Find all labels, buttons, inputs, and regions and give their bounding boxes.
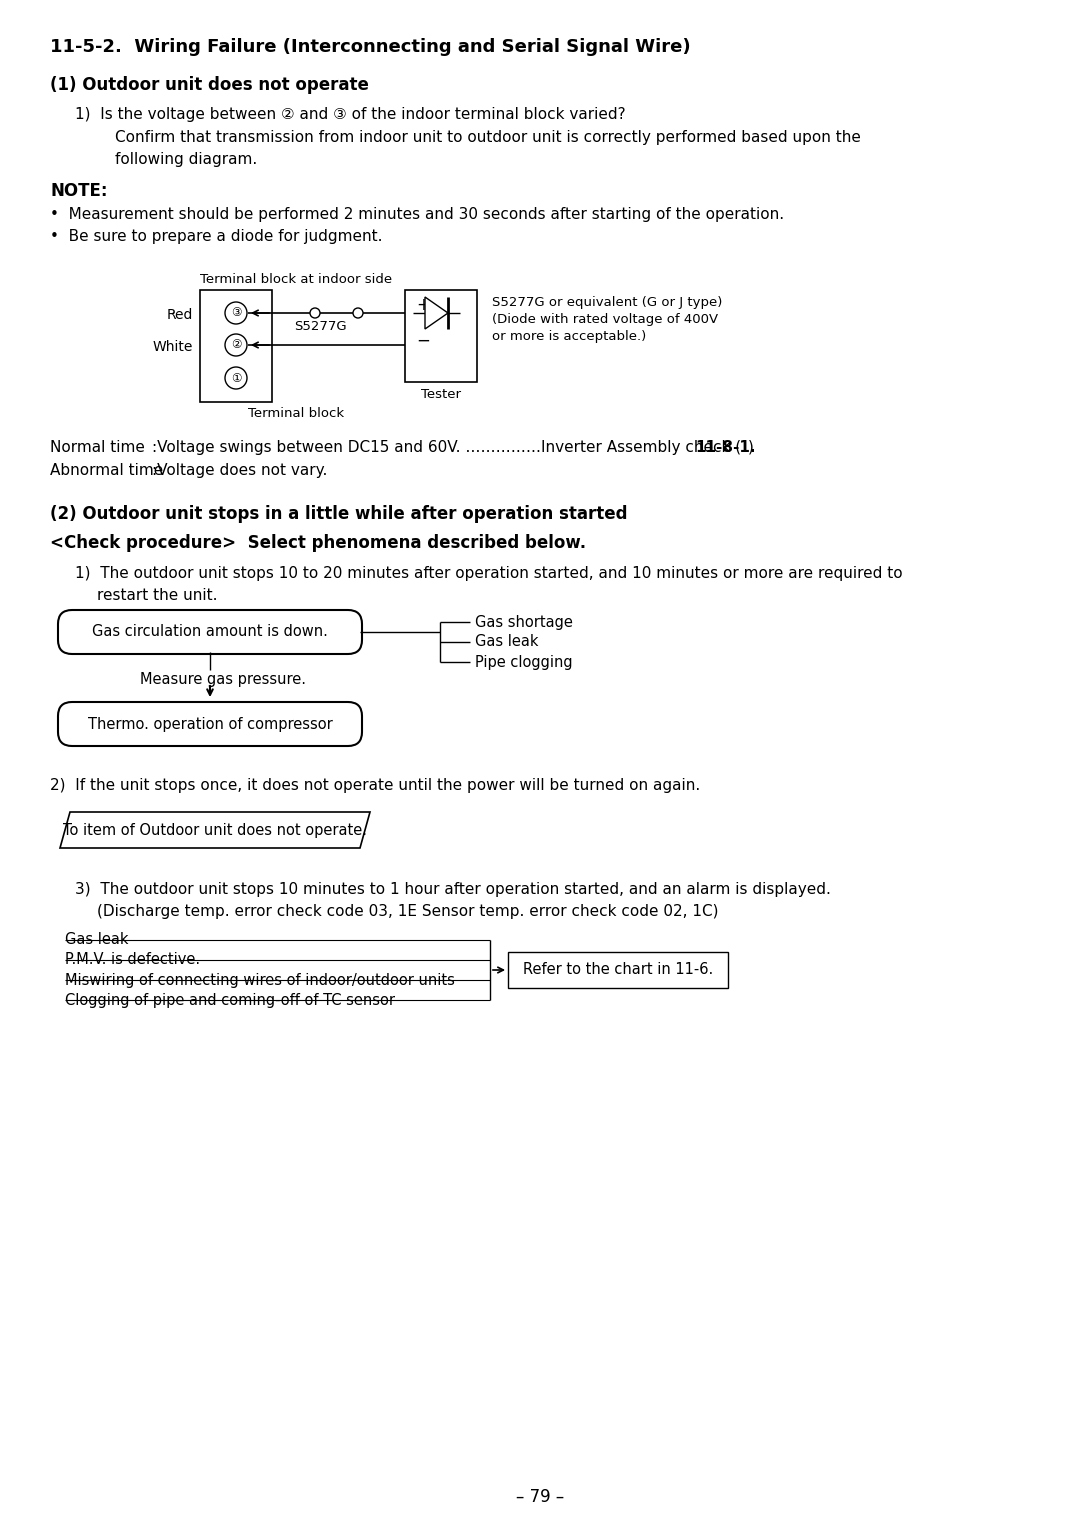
Text: 1)  Is the voltage between ② and ③ of the indoor terminal block varied?: 1) Is the voltage between ② and ③ of the… [75,107,625,122]
Polygon shape [60,811,370,848]
Text: NOTE:: NOTE: [50,181,108,200]
Text: 3)  The outdoor unit stops 10 minutes to 1 hour after operation started, and an : 3) The outdoor unit stops 10 minutes to … [75,881,831,897]
Text: Gas leak: Gas leak [475,634,539,650]
Text: following diagram.: following diagram. [114,152,257,168]
Text: Thermo. operation of compressor: Thermo. operation of compressor [87,717,333,732]
Text: Normal time: Normal time [50,441,145,454]
Text: Tester: Tester [421,387,461,401]
Text: White: White [152,340,193,354]
Text: To item of Outdoor unit does not operate.: To item of Outdoor unit does not operate… [63,822,367,837]
FancyBboxPatch shape [58,610,362,654]
Text: (2) Outdoor unit stops in a little while after operation started: (2) Outdoor unit stops in a little while… [50,505,627,523]
Text: – 79 –: – 79 – [516,1488,564,1507]
Text: Gas shortage: Gas shortage [475,615,572,630]
Circle shape [310,308,320,319]
Text: ②: ② [231,339,241,351]
Text: or more is acceptable.): or more is acceptable.) [492,329,646,343]
Text: (1) Outdoor unit does not operate: (1) Outdoor unit does not operate [50,76,369,95]
Text: +: + [416,296,430,314]
Text: (Discharge temp. error check code 03, 1E Sensor temp. error check code 02, 1C): (Discharge temp. error check code 03, 1E… [97,904,718,920]
Text: S5277G: S5277G [294,320,347,332]
Text: :Voltage swings between DC15 and 60V. ……………Inverter Assembly check (: :Voltage swings between DC15 and 60V. ……… [152,441,741,454]
Text: •  Be sure to prepare a diode for judgment.: • Be sure to prepare a diode for judgmen… [50,229,382,244]
Text: Gas leak: Gas leak [65,932,129,947]
Text: Terminal block at indoor side: Terminal block at indoor side [200,273,392,287]
Circle shape [225,302,247,323]
Text: Gas circulation amount is down.: Gas circulation amount is down. [92,625,328,639]
Text: P.M.V. is defective.: P.M.V. is defective. [65,953,200,967]
Text: ③: ③ [231,307,241,320]
Text: S5277G or equivalent (G or J type): S5277G or equivalent (G or J type) [492,296,723,310]
Text: 11-5-2.  Wiring Failure (Interconnecting and Serial Signal Wire): 11-5-2. Wiring Failure (Interconnecting … [50,38,690,56]
Text: Clogging of pipe and coming-off of TC sensor: Clogging of pipe and coming-off of TC se… [65,993,395,1008]
Text: −: − [416,332,430,351]
Text: Miswiring of connecting wires of indoor/outdoor units: Miswiring of connecting wires of indoor/… [65,973,455,988]
FancyBboxPatch shape [58,702,362,746]
Text: <Check procedure>  Select phenomena described below.: <Check procedure> Select phenomena descr… [50,534,586,552]
Text: restart the unit.: restart the unit. [97,589,217,602]
Text: :Voltage does not vary.: :Voltage does not vary. [152,464,327,477]
Polygon shape [426,297,448,329]
Text: Measure gas pressure.: Measure gas pressure. [140,673,306,686]
Text: Refer to the chart in 11-6.: Refer to the chart in 11-6. [523,962,713,978]
Text: Red: Red [166,308,193,322]
Text: 2)  If the unit stops once, it does not operate until the power will be turned o: 2) If the unit stops once, it does not o… [50,778,700,793]
Bar [405,290,477,381]
Text: Pipe clogging: Pipe clogging [475,654,572,669]
Bar [508,952,728,988]
Circle shape [353,308,363,319]
Text: Confirm that transmission from indoor unit to outdoor unit is correctly performe: Confirm that transmission from indoor un… [114,130,861,145]
Text: Abnormal time: Abnormal time [50,464,163,477]
Text: (Diode with rated voltage of 400V: (Diode with rated voltage of 400V [492,313,718,326]
Text: 11-8-1.: 11-8-1. [696,441,756,454]
Circle shape [225,368,247,389]
Text: ①: ① [231,372,241,384]
Circle shape [225,334,247,355]
Text: ): ) [748,441,754,454]
Text: Terminal block: Terminal block [248,407,345,419]
Text: 1)  The outdoor unit stops 10 to 20 minutes after operation started, and 10 minu: 1) The outdoor unit stops 10 to 20 minut… [75,566,903,581]
Text: •  Measurement should be performed 2 minutes and 30 seconds after starting of th: • Measurement should be performed 2 minu… [50,207,784,223]
Bar [200,290,272,403]
